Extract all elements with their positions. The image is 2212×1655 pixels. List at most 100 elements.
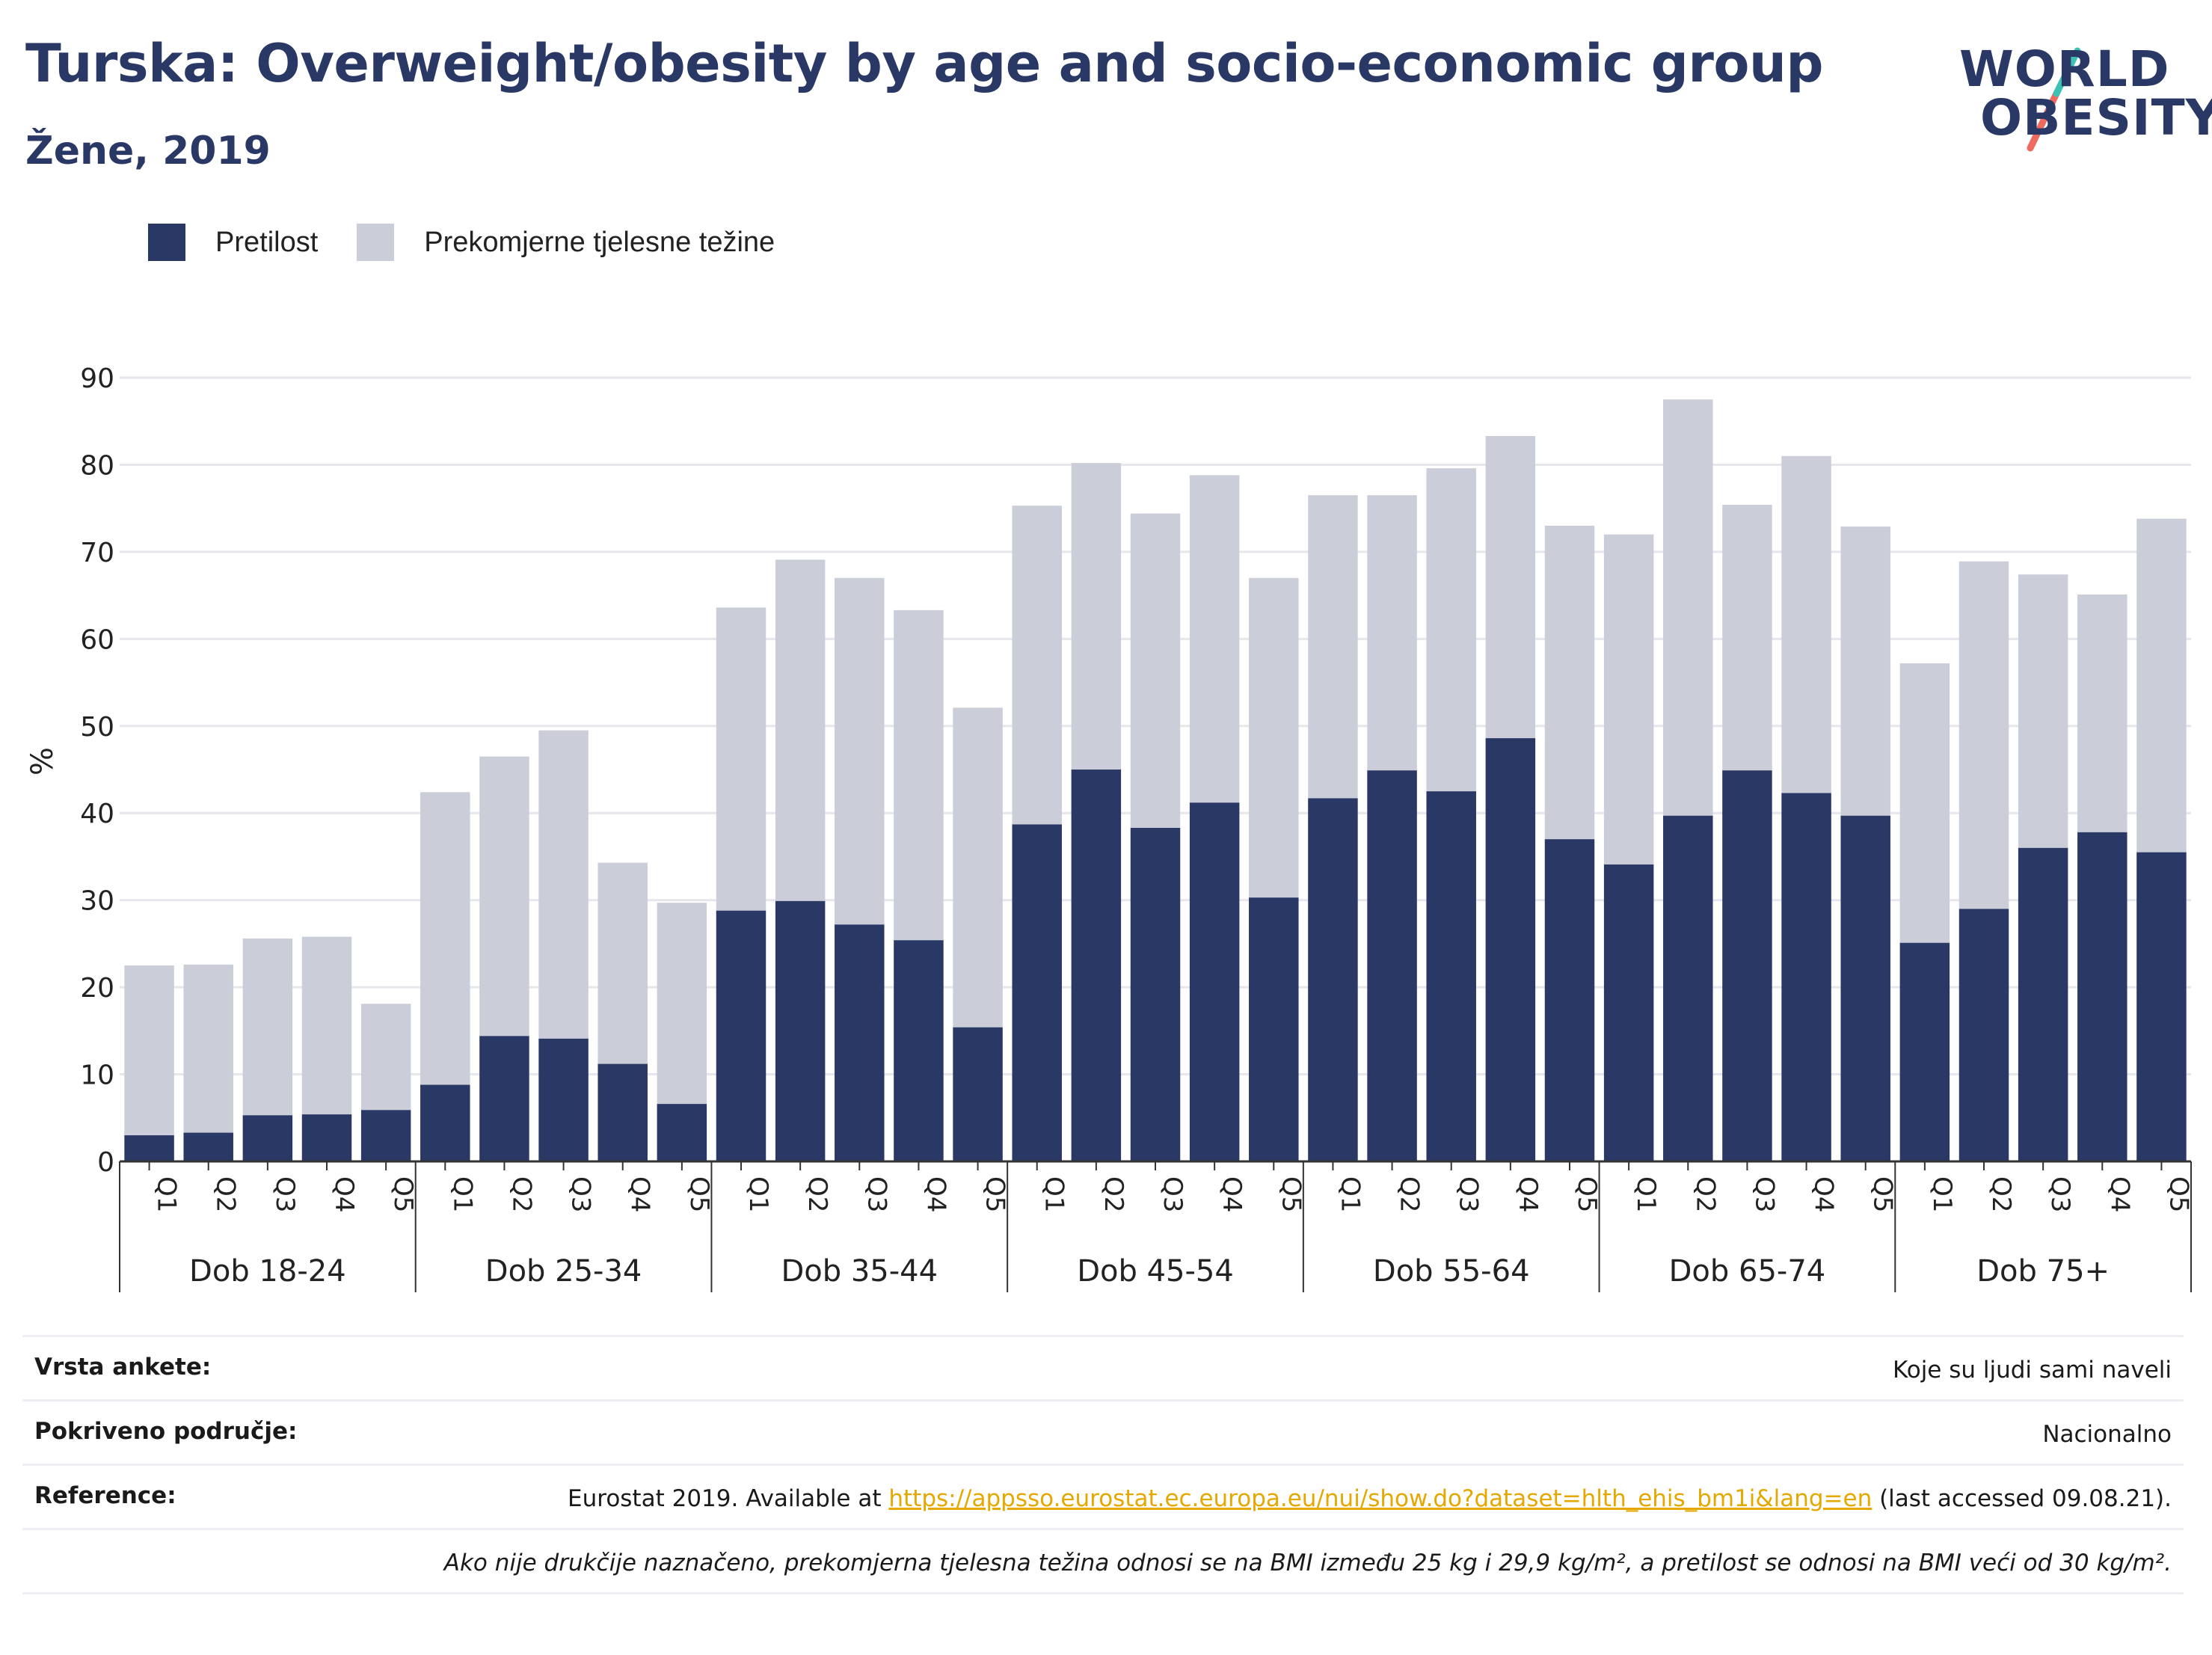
bar-overweight-4-Q1 (1308, 495, 1358, 799)
info-row-reference: Reference: Eurostat 2019. Available at h… (22, 1463, 2184, 1528)
bar-overweight-6-Q1 (1899, 663, 1950, 943)
bar-overweight-5-Q1 (1603, 534, 1654, 865)
y-tick-label-60: 60 (80, 624, 114, 655)
x-tick-label-5-Q2: Q2 (1690, 1176, 1720, 1212)
bar-obesity-5-Q5 (1840, 815, 1890, 1161)
bar-overweight-4-Q4 (1485, 436, 1536, 739)
x-tick-label-2-Q2: Q2 (802, 1176, 832, 1212)
bar-overweight-5-Q3 (1722, 505, 1772, 771)
group-label-0: Dob 18-24 (189, 1254, 346, 1289)
bar-overweight-0-Q2 (183, 964, 233, 1133)
y-tick-label-40: 40 (80, 799, 114, 829)
x-tick-label-3-Q4: Q4 (1217, 1176, 1247, 1212)
y-tick-label-10: 10 (80, 1060, 114, 1091)
x-tick-label-5-Q4: Q4 (1809, 1176, 1839, 1212)
info-row-survey: Vrsta ankete: Koje su ljudi sami naveli (22, 1335, 2184, 1399)
info-row-area: Pokriveno područje: Nacionalno (22, 1398, 2184, 1464)
bar-obesity-3-Q3 (1130, 828, 1181, 1161)
coverage-area-label: Pokriveno područje: (34, 1417, 298, 1445)
chart-title: Turska: Overweight/obesity by age and so… (25, 33, 1823, 94)
bar-obesity-2-Q1 (716, 910, 766, 1161)
bar-overweight-3-Q2 (1071, 463, 1122, 770)
bar-obesity-2-Q3 (835, 924, 885, 1161)
bar-overweight-2-Q4 (894, 610, 944, 941)
x-tick-label-1-Q1: Q1 (447, 1176, 477, 1212)
stacked-bar-chart: 0 10 20 30 40 50 60 70 80 90 Q1 Q2 Q3 Q4 Q5 Dob 18-24 Q1… (25, 363, 2193, 1292)
legend-label-obesity: Pretilost (215, 226, 319, 258)
bar-obesity-3-Q5 (1249, 897, 1299, 1161)
x-tick-label-6-Q5: Q5 (2163, 1176, 2193, 1212)
bar-overweight-6-Q2 (1958, 561, 2009, 909)
x-tick-label-2-Q1: Q1 (743, 1176, 773, 1212)
bars (124, 399, 2187, 1161)
x-tick-label-1-Q3: Q3 (566, 1176, 596, 1212)
logo-word-world: WORLD (1959, 40, 2170, 98)
reference-prefix: Eurostat 2019. Available at (568, 1484, 889, 1512)
bar-obesity-2-Q4 (894, 940, 944, 1161)
reference-suffix: (last accessed 09.08.21). (1872, 1484, 2172, 1512)
bar-obesity-3-Q2 (1071, 770, 1122, 1161)
y-tick-label-20: 20 (80, 973, 114, 1004)
bar-overweight-3-Q3 (1130, 513, 1181, 829)
legend-label-overweight: Prekomjerne tjelesne težine (424, 226, 775, 258)
bar-obesity-3-Q1 (1012, 824, 1062, 1161)
x-tick-label-6-Q4: Q4 (2104, 1176, 2134, 1212)
x-tick-label-5-Q3: Q3 (1749, 1176, 1779, 1212)
reference-link[interactable]: https://appsso.eurostat.ec.europa.eu/nui… (888, 1484, 1872, 1512)
bar-overweight-1-Q2 (479, 756, 529, 1037)
info-table-bottom-border (22, 1591, 2184, 1594)
bar-obesity-2-Q5 (953, 1027, 1003, 1161)
y-tick-label-0: 0 (97, 1147, 114, 1178)
x-tick-label-6-Q2: Q2 (1986, 1176, 2016, 1212)
bar-overweight-0-Q1 (124, 965, 174, 1136)
bar-overweight-2-Q5 (953, 707, 1003, 1028)
x-tick-label-3-Q5: Q5 (1276, 1176, 1306, 1212)
x-tick-label-2-Q3: Q3 (861, 1176, 891, 1212)
legend-swatch-obesity (148, 224, 185, 261)
x-tick-label-2-Q4: Q4 (921, 1176, 950, 1212)
y-tick-label-50: 50 (80, 712, 114, 743)
bar-overweight-6-Q5 (2136, 518, 2187, 853)
x-tick-label-0-Q4: Q4 (329, 1176, 359, 1212)
bar-obesity-3-Q4 (1189, 802, 1240, 1161)
x-tick-label-1-Q4: Q4 (625, 1176, 655, 1212)
bar-overweight-0-Q3 (242, 938, 293, 1116)
x-tick-label-6-Q1: Q1 (1927, 1176, 1957, 1212)
bar-obesity-5-Q2 (1663, 815, 1713, 1161)
bar-obesity-1-Q5 (657, 1104, 707, 1161)
group-label-4: Dob 55-64 (1373, 1254, 1530, 1289)
bar-obesity-4-Q3 (1426, 791, 1476, 1161)
bar-obesity-0-Q3 (242, 1115, 293, 1161)
bmi-definition-note: Ako nije drukčije naznačeno, prekomjerna… (443, 1549, 2172, 1576)
bar-overweight-4-Q5 (1544, 525, 1595, 840)
bar-obesity-6-Q5 (2136, 852, 2187, 1161)
bar-overweight-0-Q4 (301, 936, 352, 1115)
group-label-6: Dob 75+ (1976, 1254, 2110, 1289)
coverage-area-value: Nacionalno (2042, 1420, 2172, 1448)
info-table: Vrsta ankete: Koje su ljudi sami naveli … (22, 1335, 2184, 1594)
bar-obesity-5-Q4 (1781, 793, 1831, 1161)
world-obesity-logo: WORLD OBESITY (1944, 22, 2212, 157)
legend: Pretilost Prekomjerne tjelesne težine (148, 221, 814, 263)
x-tick-label-4-Q3: Q3 (1454, 1176, 1484, 1212)
bar-overweight-2-Q3 (835, 577, 885, 925)
logo-word-obesity: OBESITY (1980, 89, 2212, 147)
x-tick-label-1-Q5: Q5 (684, 1176, 714, 1212)
legend-swatch-overweight (357, 224, 395, 261)
bar-obesity-6-Q1 (1899, 942, 1950, 1161)
bar-overweight-1-Q4 (597, 862, 648, 1064)
bar-overweight-0-Q5 (360, 1004, 411, 1111)
bar-overweight-4-Q3 (1426, 468, 1476, 792)
bar-obesity-1-Q1 (420, 1084, 470, 1161)
survey-type-value: Koje su ljudi sami naveli (1892, 1357, 2172, 1384)
x-tick-label-0-Q2: Q2 (211, 1176, 241, 1212)
x-tick-label-3-Q1: Q1 (1039, 1176, 1069, 1212)
bar-obesity-6-Q3 (2018, 847, 2068, 1161)
bar-obesity-6-Q2 (1958, 909, 2009, 1161)
bar-overweight-1-Q5 (657, 903, 707, 1105)
bar-overweight-3-Q1 (1012, 506, 1062, 825)
x-tick-label-4-Q1: Q1 (1335, 1176, 1365, 1212)
x-tick-label-0-Q1: Q1 (152, 1176, 182, 1212)
group-label-5: Dob 65-74 (1669, 1254, 1826, 1289)
info-row-note: Ako nije drukčije naznačeno, prekomjerna… (22, 1527, 2184, 1592)
